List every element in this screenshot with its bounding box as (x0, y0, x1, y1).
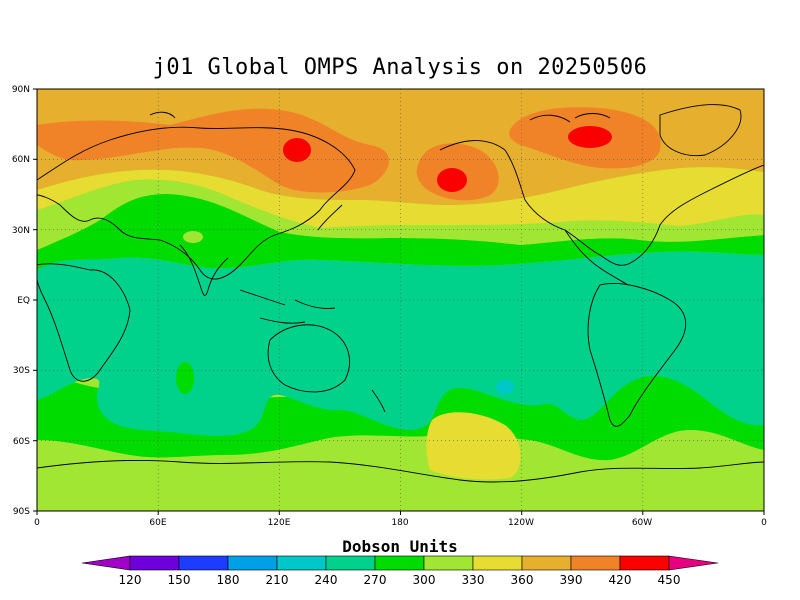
lon-label: 180 (391, 518, 408, 528)
colorbar-swatch (178, 555, 229, 571)
lat-label: 90S (13, 507, 30, 517)
field-max-siberia (283, 138, 311, 162)
colorbar-tick-label: 450 (658, 573, 681, 587)
field-330-360-north (37, 180, 764, 250)
field-spot-indian-ocean (176, 362, 194, 394)
colorbar-min-arrow (81, 555, 131, 571)
colorbar-swatch (276, 555, 327, 571)
colorbar-tick-label: 120 (119, 573, 142, 587)
lat-label: 60S (13, 437, 30, 447)
field-360-390 (37, 167, 764, 228)
lon-label: 0 (34, 518, 40, 528)
lat-labels: 90N 60N 30N EQ 30S 60S 90S (12, 85, 30, 517)
colorbar-title: Dobson Units (342, 537, 458, 556)
colorbar-max-arrow (668, 555, 719, 571)
field-max-canada (568, 126, 612, 148)
colorbar: 120 150 180 210 240 270 300 330 360 390 420 450 (81, 555, 719, 587)
colorbar-tick-label: 360 (511, 573, 534, 587)
colorbar-tick-label: 180 (217, 573, 240, 587)
lat-label: 90N (12, 85, 30, 95)
colorbar-swatch (570, 555, 621, 571)
axis-ticks (33, 88, 765, 515)
lon-labels: 0 60E 120E 180 120W 60W 0 (34, 518, 767, 528)
lat-label: EQ (17, 296, 30, 306)
field-360-390-south (426, 412, 521, 480)
colorbar-tick-label: 150 (168, 573, 191, 587)
lon-label: 60W (632, 518, 652, 528)
lat-label: 30N (12, 226, 30, 236)
lon-label: 60E (149, 518, 166, 528)
colorbar-tick-label: 300 (413, 573, 436, 587)
colorbar-swatch (129, 555, 180, 571)
colorbar-swatch (325, 555, 376, 571)
colorbar-tick-label: 270 (364, 573, 387, 587)
field-spot-tibet (183, 231, 203, 243)
colorbar-tick-label: 330 (462, 573, 485, 587)
colorbar-tick-label: 420 (609, 573, 632, 587)
lat-label: 60N (12, 155, 30, 165)
colorbar-tick-label: 240 (315, 573, 338, 587)
colorbar-tick-label: 210 (266, 573, 289, 587)
lon-label: 120W (508, 518, 534, 528)
field-300-330-north (37, 194, 764, 270)
lon-label: 120E (268, 518, 291, 528)
field-max-pacific (437, 168, 467, 192)
colorbar-swatch (472, 555, 523, 571)
colorbar-swatch (521, 555, 572, 571)
field-spot-pacific-low (496, 380, 514, 394)
map-title: j01 Global OMPS Analysis on 20250506 (152, 55, 648, 80)
field-420-450-eurasia (37, 108, 389, 193)
field-270-300-tropics (37, 251, 764, 436)
lat-label: 30S (13, 366, 30, 376)
colorbar-swatch (619, 555, 670, 571)
colorbar-tick-label: 390 (560, 573, 583, 587)
colorbar-swatch (227, 555, 278, 571)
lon-label: 0 (761, 518, 767, 528)
ozone-field (37, 89, 764, 511)
colorbar-swatch (374, 555, 425, 571)
colorbar-swatch (423, 555, 474, 571)
